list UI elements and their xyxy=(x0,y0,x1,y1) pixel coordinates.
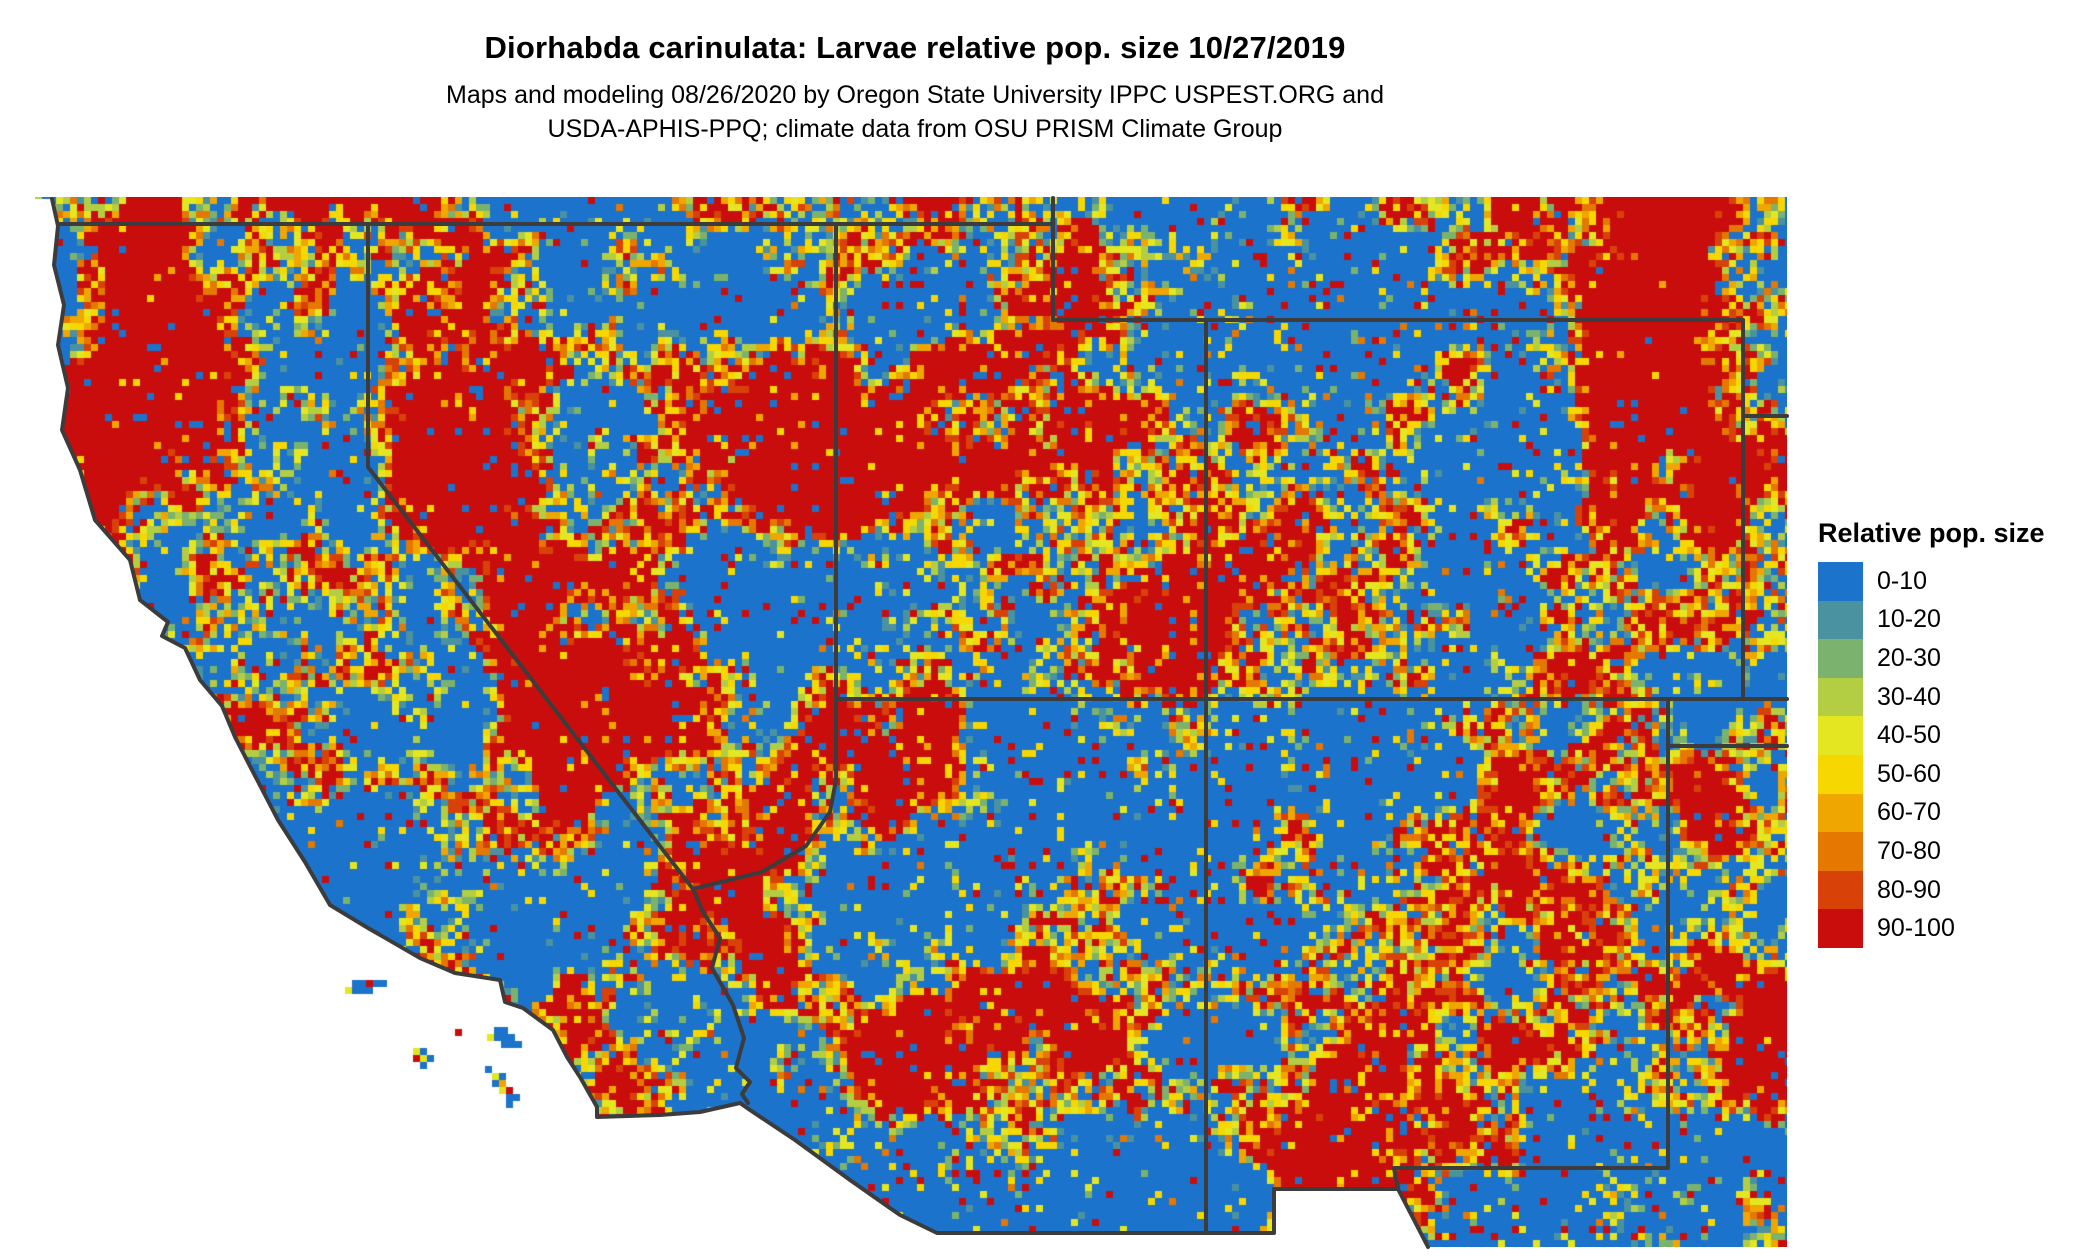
legend-title: Relative pop. size xyxy=(1818,518,2045,548)
legend-swatch xyxy=(1818,832,1863,871)
population-raster-canvas xyxy=(35,197,1787,1247)
legend-label: 60-70 xyxy=(1877,798,1941,827)
legend-label: 80-90 xyxy=(1877,875,1941,904)
legend-items: 0-10 10-20 20-30 30-40 40-50 50-60 60-70 70-80 8… xyxy=(1818,562,2088,948)
legend-swatch xyxy=(1818,870,1863,910)
map-subtitle-line-1: Maps and modeling 08/26/2020 by Oregon S… xyxy=(446,81,1384,109)
legend-item: 10-20 xyxy=(1818,600,2088,640)
legend-item: 30-40 xyxy=(1818,677,2088,717)
legend: Relative pop. size 0-10 10-20 20-30 30-40 40… xyxy=(1818,518,2088,948)
legend-label: 30-40 xyxy=(1877,682,1941,711)
legend-swatch xyxy=(1818,639,1863,678)
map-title: Diorhabda carinulata: Larvae relative po… xyxy=(484,30,1346,65)
legend-swatch xyxy=(1818,754,1863,794)
legend-label: 50-60 xyxy=(1877,759,1941,788)
map-subtitle-line-2: USDA-APHIS-PPQ; climate data from OSU PR… xyxy=(547,115,1283,143)
legend-label: 90-100 xyxy=(1877,914,1955,943)
legend-label: 0-10 xyxy=(1877,566,1928,595)
legend-swatch xyxy=(1818,909,1863,948)
legend-item: 90-100 xyxy=(1818,909,2088,948)
legend-item: 80-90 xyxy=(1818,870,2088,910)
legend-item: 70-80 xyxy=(1818,832,2088,871)
legend-swatch xyxy=(1818,562,1863,601)
legend-label: 40-50 xyxy=(1877,721,1941,750)
legend-label: 70-80 xyxy=(1877,836,1941,865)
legend-item: 60-70 xyxy=(1818,793,2088,833)
legend-swatch xyxy=(1818,716,1863,755)
legend-label: 10-20 xyxy=(1877,605,1941,634)
legend-swatch xyxy=(1818,793,1863,833)
legend-item: 0-10 xyxy=(1818,562,2088,601)
legend-item: 50-60 xyxy=(1818,754,2088,794)
legend-swatch xyxy=(1818,677,1863,717)
legend-item: 20-30 xyxy=(1818,639,2088,678)
map-header: Diorhabda carinulata: Larvae relative po… xyxy=(0,0,1830,146)
legend-swatch xyxy=(1818,600,1863,640)
legend-item: 40-50 xyxy=(1818,716,2088,755)
legend-label: 20-30 xyxy=(1877,643,1941,672)
map-subtitle: Maps and modeling 08/26/2020 by Oregon S… xyxy=(0,78,1830,146)
